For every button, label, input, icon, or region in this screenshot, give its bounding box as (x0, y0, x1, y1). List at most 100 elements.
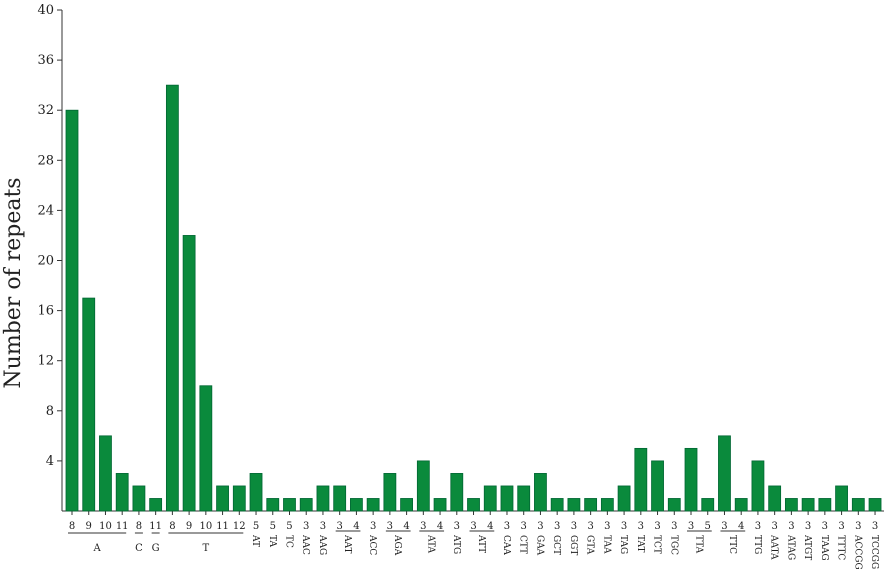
bar (467, 498, 480, 512)
bar (483, 485, 497, 512)
bar (784, 498, 798, 512)
x-tick-label: 3 (822, 521, 828, 532)
x-tick-label: 3 (470, 521, 476, 532)
group-label: A (92, 543, 101, 554)
x-tick-label: 11 (216, 521, 229, 532)
x-tick-label: 3 (336, 521, 342, 532)
bar (768, 485, 782, 512)
group-label: AT (250, 534, 260, 547)
x-tick-label: 8 (169, 521, 175, 532)
bar (433, 498, 447, 512)
group-label: TA (267, 535, 277, 548)
y-tick-label: 16 (37, 304, 54, 319)
x-tick-label: 3 (303, 521, 309, 532)
x-tick-label: 3 (721, 521, 727, 532)
y-tick-label: 12 (37, 354, 54, 369)
bar (818, 498, 832, 512)
bar (450, 473, 464, 512)
y-tick-label: 20 (37, 254, 54, 269)
bar (851, 498, 865, 512)
group-label: C (135, 543, 143, 554)
bar (316, 485, 330, 512)
group-label: TTC (727, 535, 737, 554)
group-label: ATGT (802, 534, 812, 560)
x-tick-label: 3 (788, 521, 794, 532)
x-tick-label: 3 (838, 521, 844, 532)
group-label: ATAG (785, 534, 795, 560)
x-tick-label: 3 (771, 521, 777, 532)
x-tick-label: 3 (638, 521, 644, 532)
bar (734, 498, 748, 512)
x-tick-label: 8 (69, 521, 75, 532)
bar (165, 84, 179, 512)
group-label: TTTC (836, 535, 846, 560)
x-tick-label: 3 (537, 521, 543, 532)
y-axis-label: Number of repeats (1, 177, 26, 388)
x-tick-label: 4 (437, 521, 443, 532)
group-label: TC (283, 535, 293, 548)
x-tick-label: 3 (604, 521, 610, 532)
bar (65, 109, 79, 512)
bar (835, 485, 848, 512)
x-tick-label: 5 (253, 521, 259, 532)
bar (550, 498, 564, 512)
group-label: ACC (367, 534, 377, 555)
group-label: CTT (518, 535, 528, 554)
group-label: TAG (618, 535, 628, 554)
group-label: AGA (392, 534, 402, 556)
group-label: TCT (652, 535, 662, 554)
bar (283, 498, 296, 512)
group-label: AAG (317, 534, 327, 555)
bar (684, 447, 698, 512)
bar (99, 435, 112, 512)
y-tick-label: 24 (37, 203, 54, 218)
x-tick-label: 3 (621, 521, 627, 532)
x-tick-label: 8 (136, 521, 142, 532)
x-tick-label: 5 (705, 521, 711, 532)
bar (82, 297, 96, 512)
x-tick-label: 3 (320, 521, 326, 532)
bar (718, 435, 731, 512)
x-tick-label: 3 (587, 521, 593, 532)
x-tick-label: 5 (270, 521, 276, 532)
group-label: TGC (668, 535, 678, 555)
bar (266, 498, 280, 512)
x-tick-label: 3 (654, 521, 660, 532)
group-label: ATA (426, 534, 436, 554)
group-label: GGT (568, 535, 578, 555)
bar (182, 235, 196, 512)
bar (149, 498, 163, 512)
bar (868, 498, 882, 512)
group-label: AAT (342, 534, 352, 554)
bar (416, 460, 430, 512)
x-tick-label: 10 (99, 521, 112, 532)
x-tick-label: 3 (688, 521, 694, 532)
bar (701, 498, 715, 512)
bar (199, 385, 213, 512)
y-tick-label: 32 (37, 103, 54, 118)
x-tick-label: 5 (286, 521, 292, 532)
bar (651, 460, 664, 512)
group-label: TAT (635, 535, 645, 553)
x-tick-label: 3 (855, 521, 861, 532)
group-label: TTG (752, 535, 762, 554)
bar (751, 460, 765, 512)
x-tick-label: 4 (403, 521, 409, 532)
bar (249, 473, 263, 512)
bar (232, 485, 246, 512)
bar (350, 498, 363, 512)
group-label: TCCGG (869, 535, 879, 569)
bar (383, 473, 397, 512)
bar (517, 485, 531, 512)
bar (534, 473, 547, 512)
bar (667, 498, 681, 512)
y-tick-label: 36 (37, 53, 54, 68)
x-tick-label: 9 (86, 521, 92, 532)
x-tick-label: 3 (521, 521, 527, 532)
bar (634, 447, 648, 512)
group-label: TAAG (819, 535, 829, 561)
x-tick-label: 4 (487, 521, 493, 532)
y-tick-label: 4 (46, 454, 54, 469)
x-tick-label: 3 (571, 521, 577, 532)
